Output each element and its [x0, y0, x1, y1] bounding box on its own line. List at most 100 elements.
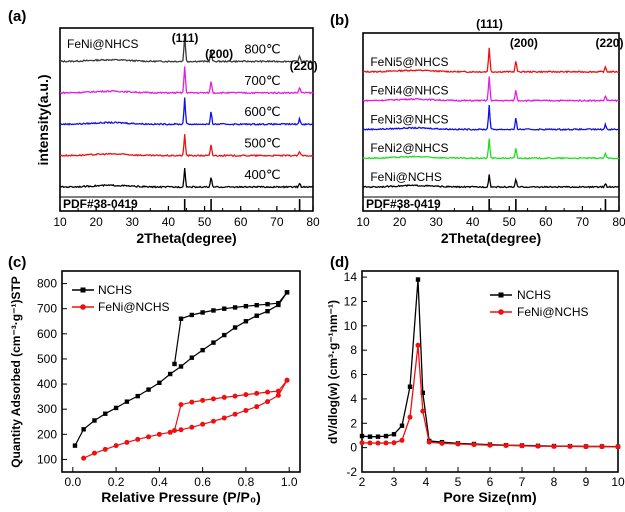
y-tick-label: 400 — [37, 377, 57, 391]
data-point — [265, 389, 271, 395]
data-point — [583, 444, 589, 450]
data-point — [102, 446, 108, 452]
data-point — [232, 305, 238, 310]
data-point — [276, 300, 281, 306]
data-point — [375, 440, 381, 446]
data-point — [265, 301, 270, 307]
x-tick-label: 80 — [612, 215, 625, 229]
data-point — [254, 404, 260, 410]
data-point — [426, 439, 432, 445]
data-point — [415, 277, 421, 282]
x-tick-label: 10 — [611, 475, 625, 489]
data-point — [146, 387, 151, 392]
data-point — [113, 443, 119, 449]
data-point — [254, 302, 259, 308]
series-line-NCHS-desorption — [173, 292, 288, 365]
data-point — [178, 364, 184, 369]
data-point — [178, 427, 184, 433]
x-tick-label: 7 — [519, 475, 526, 489]
data-point — [113, 405, 119, 411]
legend-marker — [80, 304, 86, 310]
x-tick-label: 0.6 — [194, 475, 211, 489]
y-axis-title: Quantity Adsorbed (cm⁻³·g⁻¹)STP — [9, 276, 23, 468]
y-tick-label: 100 — [37, 452, 57, 466]
series-line-FeNi@NCHS — [361, 345, 619, 448]
data-point — [439, 440, 445, 446]
series-line-FeNi2@NHCS — [362, 138, 620, 160]
y-tick-label: 700 — [37, 302, 57, 316]
y-tick-label: 12 — [344, 294, 358, 308]
data-point — [265, 399, 271, 405]
data-point — [275, 388, 281, 394]
series-line-400℃ — [59, 167, 314, 189]
legend-label: NCHS — [517, 288, 551, 302]
data-point — [599, 444, 605, 450]
data-point — [72, 443, 78, 448]
x-axis-title: 2Theta(degree) — [136, 230, 236, 246]
data-point — [222, 306, 227, 311]
series-label: 700℃ — [244, 73, 280, 88]
data-point — [551, 443, 557, 449]
data-point — [178, 402, 184, 408]
panel-label-a: (a) — [8, 8, 26, 25]
series-line-500℃ — [59, 134, 314, 158]
series-label: 400℃ — [244, 167, 280, 182]
y-tick-label: 2 — [350, 416, 357, 430]
x-tick-label: 20 — [393, 215, 407, 229]
x-tick-label: 40 — [162, 215, 176, 229]
legend-label: NCHS — [98, 283, 132, 297]
series-label: 800℃ — [244, 41, 280, 56]
panel-label-c: (c) — [8, 254, 26, 271]
x-tick-label: 30 — [429, 215, 443, 229]
x-tick-label: 8 — [551, 475, 558, 489]
x-tick-label: 2 — [359, 475, 366, 489]
y-tick-label: 14 — [344, 270, 358, 284]
peak-label: (200) — [205, 47, 233, 61]
data-point — [178, 316, 184, 321]
x-tick-label: 0.4 — [151, 475, 168, 489]
y-tick-label: 0 — [350, 441, 357, 455]
data-point — [284, 377, 290, 383]
y-tick-label: -2 — [346, 465, 357, 479]
data-point — [211, 308, 216, 313]
data-point — [200, 421, 206, 427]
data-point — [254, 313, 259, 318]
data-point — [519, 443, 525, 449]
data-point — [172, 361, 177, 367]
y-tick-label: 200 — [37, 427, 57, 441]
y-tick-label: 8 — [350, 343, 357, 357]
x-tick-label: 80 — [306, 215, 320, 229]
data-point — [243, 407, 249, 413]
series-line-FeNi@NCHS-desorption — [173, 379, 288, 431]
legend-label: FeNi@NCHS — [517, 305, 589, 319]
data-point — [211, 340, 216, 345]
data-point — [221, 415, 227, 421]
x-axis-title: 2Theta(degree) — [441, 230, 541, 246]
data-point — [189, 312, 195, 318]
data-point — [359, 440, 365, 446]
plot-frame-(c) — [61, 270, 301, 473]
data-point — [222, 332, 227, 338]
data-point — [172, 428, 178, 434]
series-label: FeNi5@NHCS — [370, 55, 448, 69]
data-point — [103, 411, 108, 416]
data-point — [189, 424, 195, 430]
x-tick-label: 60 — [234, 215, 248, 229]
series-label: FeNi4@NHCS — [370, 84, 448, 98]
data-point — [503, 442, 509, 448]
data-point — [391, 440, 397, 446]
data-point — [81, 427, 86, 432]
x-tick-label: 30 — [126, 215, 140, 229]
data-point — [359, 433, 365, 439]
data-point — [383, 440, 389, 446]
data-point — [210, 418, 216, 424]
x-axis-title: Relative Pressure (P/P₀) — [101, 489, 261, 505]
series-label: FeNi@NCHS — [370, 170, 442, 184]
x-tick-label: 60 — [539, 215, 553, 229]
series-line-FeNi5@NHCS — [362, 47, 620, 74]
data-point — [232, 411, 238, 417]
data-point — [157, 380, 162, 386]
peak-label: (220) — [595, 36, 623, 50]
data-point — [221, 394, 227, 400]
